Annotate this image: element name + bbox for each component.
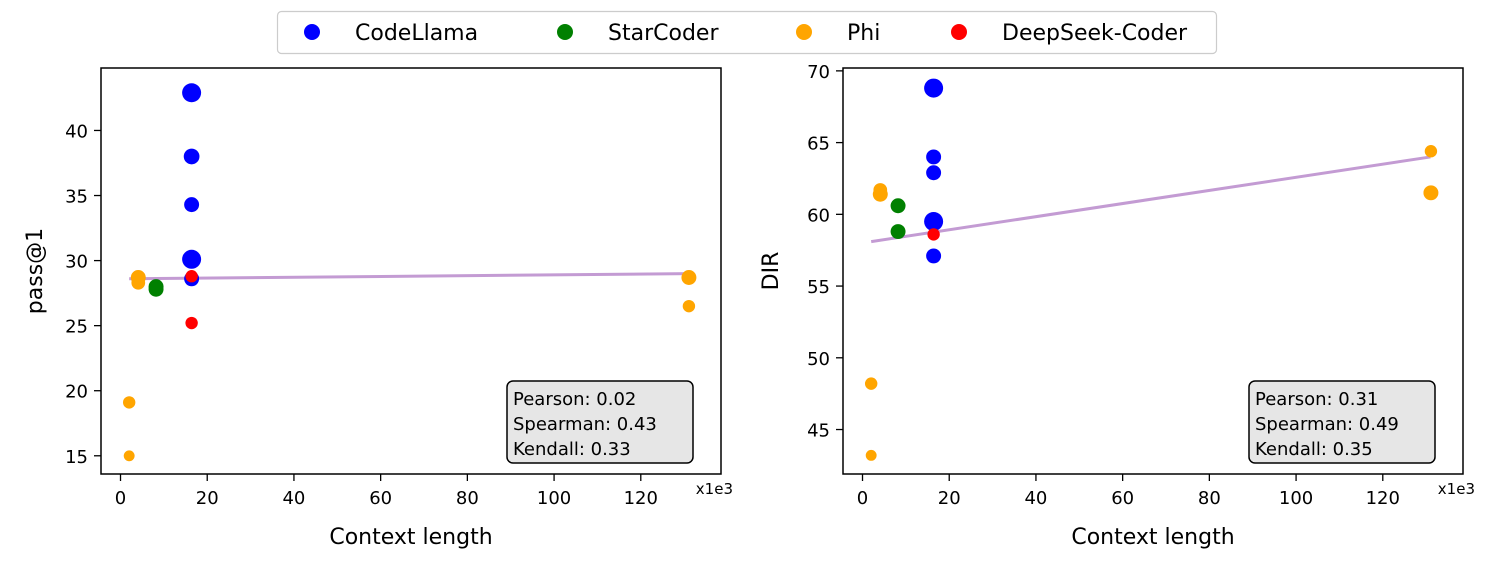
x-tick-label: 60 bbox=[1111, 488, 1134, 509]
x-axis-label: Context length bbox=[329, 525, 492, 550]
y-tick-label: 20 bbox=[65, 382, 88, 403]
y-tick-label: 30 bbox=[65, 252, 88, 273]
data-point bbox=[148, 281, 164, 297]
x-tick-label: 0 bbox=[857, 488, 868, 509]
y-tick-label: 35 bbox=[65, 187, 88, 208]
x-tick-label: 120 bbox=[624, 488, 658, 509]
x-tick-label: 0 bbox=[115, 488, 126, 509]
y-tick-label: 15 bbox=[65, 447, 88, 468]
series-codellama bbox=[182, 83, 202, 287]
data-point bbox=[872, 186, 888, 202]
chart-panel-left: 0 20 40 60 80 100 120 15 20 25 30 35 40 x1e3 Context l… bbox=[23, 67, 733, 550]
data-point bbox=[184, 197, 200, 213]
data-point bbox=[924, 78, 944, 98]
y-axis-label: DIR bbox=[759, 252, 784, 291]
legend-label: StarCoder bbox=[608, 21, 719, 46]
legend-marker bbox=[951, 24, 967, 40]
y-axis-label: pass@1 bbox=[23, 228, 48, 314]
legend-entry-starcoder: StarCoder bbox=[557, 21, 719, 46]
x-tick-label: 100 bbox=[537, 488, 571, 509]
data-point bbox=[131, 275, 146, 290]
legend-marker bbox=[796, 24, 812, 40]
series-deepseek-coder bbox=[927, 228, 940, 241]
legend-marker bbox=[557, 24, 573, 40]
legend-label: CodeLlama bbox=[355, 21, 478, 46]
data-point bbox=[123, 450, 135, 462]
plot-area-frame bbox=[100, 67, 722, 475]
x-tick-label: 40 bbox=[1024, 488, 1047, 509]
data-point bbox=[122, 396, 136, 409]
trend-line bbox=[870, 155, 1431, 244]
data-point bbox=[185, 270, 198, 283]
legend-entry-codellama: CodeLlama bbox=[304, 21, 478, 46]
series-starcoder bbox=[890, 198, 906, 240]
data-point bbox=[890, 224, 906, 240]
legend: CodeLlama StarCoder Phi DeepSeek-Coder bbox=[276, 10, 1218, 55]
legend-marker bbox=[304, 24, 320, 40]
plot-area-frame bbox=[842, 67, 1464, 475]
legend-entry-deepseek-coder: DeepSeek-Coder bbox=[951, 21, 1188, 46]
legend-label: Phi bbox=[847, 21, 880, 46]
legend-entry-phi: Phi bbox=[796, 21, 880, 46]
stats-line: Spearman: 0.43 bbox=[513, 414, 657, 435]
chart-panel-right: 0 20 40 60 80 100 120 45 50 55 60 65 70 x1e3 Context l… bbox=[759, 62, 1475, 550]
x-tick-label: 100 bbox=[1279, 488, 1313, 509]
stats-line: Pearson: 0.02 bbox=[513, 389, 636, 410]
data-point bbox=[681, 270, 697, 285]
data-point bbox=[924, 211, 944, 232]
x-tick-label: 20 bbox=[938, 488, 961, 509]
stats-line: Pearson: 0.31 bbox=[1255, 389, 1378, 410]
series-codellama bbox=[924, 78, 944, 264]
y-tick-label: 45 bbox=[807, 421, 830, 442]
x-multiplier-label: x1e3 bbox=[696, 480, 733, 498]
stats-line: Spearman: 0.49 bbox=[1255, 414, 1399, 435]
y-tick-label: 60 bbox=[807, 205, 830, 226]
data-point bbox=[185, 316, 198, 330]
x-tick-label: 20 bbox=[196, 488, 219, 509]
stats-box: Pearson: 0.31 Spearman: 0.49 Kendall: 0.35 bbox=[1248, 380, 1436, 464]
legend-label: DeepSeek-Coder bbox=[1002, 21, 1188, 46]
y-tick-label: 40 bbox=[65, 121, 88, 142]
series-deepseek-coder bbox=[185, 270, 198, 330]
x-axis-label: Context length bbox=[1071, 525, 1234, 550]
stats-box: Pearson: 0.02 Spearman: 0.43 Kendall: 0.33 bbox=[506, 380, 694, 464]
legend-frame bbox=[276, 10, 1218, 55]
y-tick-label: 50 bbox=[807, 349, 830, 370]
x-tick-label: 80 bbox=[1198, 488, 1221, 509]
y-tick-label: 65 bbox=[807, 134, 830, 155]
data-point bbox=[926, 165, 942, 181]
data-point bbox=[926, 149, 942, 165]
data-point bbox=[182, 249, 202, 269]
stats-box-frame bbox=[506, 380, 694, 464]
data-point bbox=[183, 148, 200, 165]
data-point bbox=[926, 248, 942, 264]
series-starcoder bbox=[148, 279, 164, 297]
trend-line bbox=[129, 272, 689, 281]
stats-line: Kendall: 0.33 bbox=[513, 439, 631, 460]
data-point bbox=[682, 299, 696, 313]
data-point bbox=[865, 449, 877, 461]
stats-box-frame bbox=[1248, 380, 1436, 464]
data-point bbox=[1423, 185, 1439, 201]
x-multiplier-label: x1e3 bbox=[1438, 480, 1475, 498]
x-tick-label: 80 bbox=[456, 488, 479, 509]
x-tick-label: 120 bbox=[1366, 488, 1400, 509]
series-phi bbox=[864, 145, 1439, 461]
data-point bbox=[864, 377, 878, 390]
y-tick-label: 55 bbox=[807, 277, 830, 298]
y-tick-label: 25 bbox=[65, 317, 88, 338]
y-tick-label: 70 bbox=[807, 62, 830, 83]
x-tick-label: 60 bbox=[369, 488, 392, 509]
x-tick-label: 40 bbox=[282, 488, 305, 509]
series-phi bbox=[122, 270, 697, 462]
data-point bbox=[1424, 145, 1438, 158]
stats-line: Kendall: 0.35 bbox=[1255, 439, 1373, 460]
data-point bbox=[927, 228, 940, 241]
data-point bbox=[182, 83, 202, 103]
data-point bbox=[890, 198, 906, 214]
